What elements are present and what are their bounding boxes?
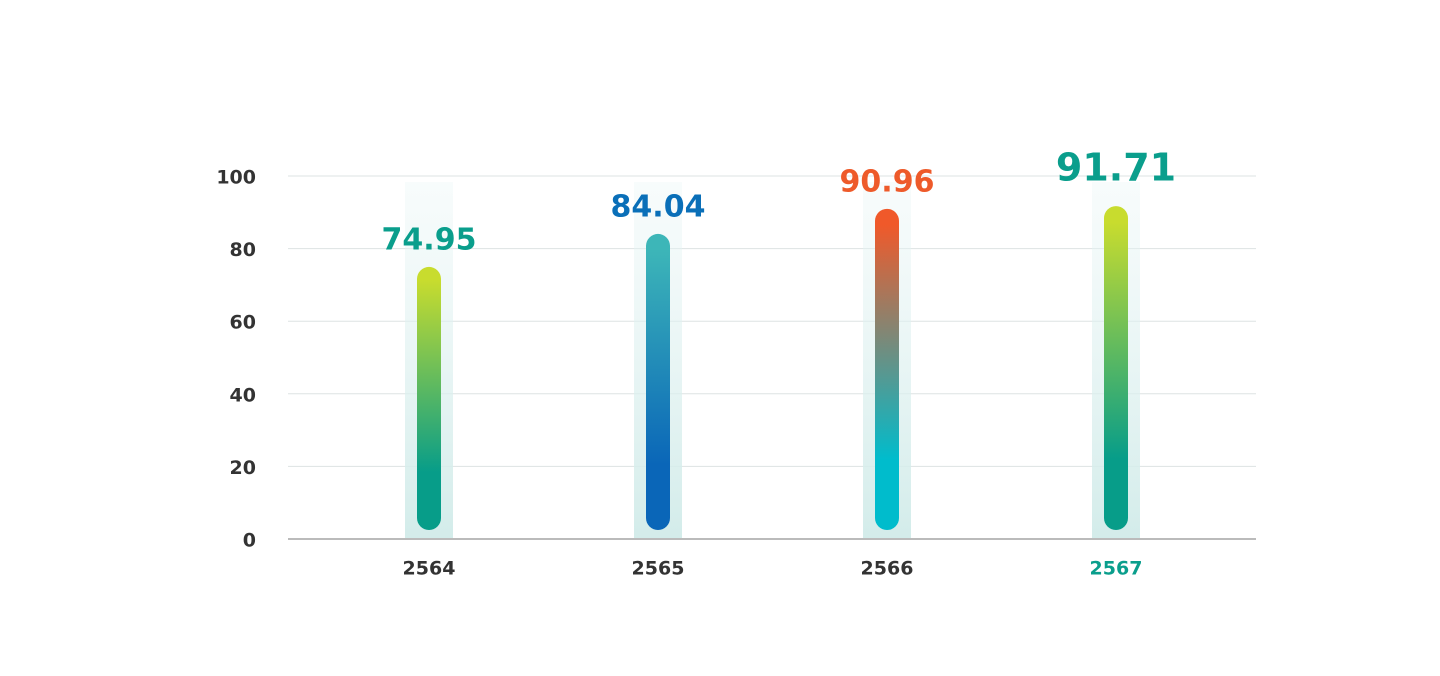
bar: [417, 266, 441, 530]
x-tick-label: 2565: [632, 558, 685, 580]
bar: [646, 233, 670, 530]
y-tick-label: 60: [230, 312, 256, 334]
y-tick-label: 0: [243, 530, 256, 552]
y-tick-label: 40: [230, 384, 256, 406]
value-label: 91.71: [1056, 146, 1176, 190]
x-tick-label: 2564: [403, 558, 456, 580]
value-label: 74.95: [382, 222, 477, 257]
y-tick-label: 100: [216, 167, 256, 189]
bar: [1104, 206, 1128, 530]
value-label: 90.96: [840, 164, 935, 199]
y-tick-label: 80: [230, 239, 256, 261]
value-label: 84.04: [611, 189, 706, 224]
x-tick-label: 2567: [1090, 558, 1143, 580]
y-tick-label: 20: [230, 457, 256, 479]
x-tick-label: 2566: [861, 558, 914, 580]
bar: [875, 208, 899, 531]
